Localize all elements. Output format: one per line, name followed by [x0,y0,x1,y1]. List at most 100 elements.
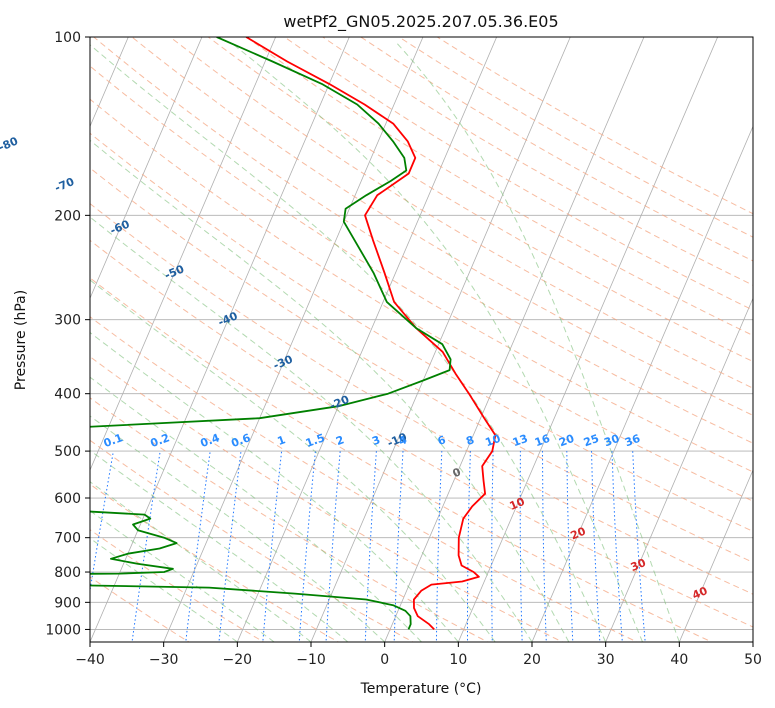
mixing-ratio-line [298,451,316,642]
mixing-ratio-line [519,451,523,642]
y-tick-label: 1000 [45,622,81,638]
chart-title: wetPf2_GN05.2025.207.05.36.E05 [283,12,558,32]
isotherm-lines [90,37,753,642]
x-tick-label: −10 [296,652,326,668]
mixing-ratio-label: 1 [276,433,288,448]
mixing-ratio-label: 25 [582,432,601,449]
y-axis-ticks: 100 200 300 400 500 600 700 800 900 1000 [45,30,90,638]
y-tick-label: 100 [54,30,81,46]
moist-adiabats [90,41,680,642]
isotherm-label: 30 [629,556,649,574]
isotherm-line [310,37,571,642]
dry-adiabat [90,277,713,642]
isotherm-label: 20 [569,524,589,542]
moist-adiabat [90,139,570,642]
mixing-ratio-label: 16 [533,432,552,450]
isotherm-line [457,37,719,642]
mixing-ratio-label: 1.5 [304,431,327,450]
isotherm-line [90,37,277,472]
mixing-ratio-label: 0.6 [229,431,252,450]
mixing-ratio-label: 36 [623,432,642,450]
x-tick-label: −40 [75,652,105,668]
dry-adiabat [90,239,753,628]
plot-frame [89,36,754,643]
moist-adiabat [90,510,275,642]
mixing-ratio-label: 3 [370,433,382,448]
x-tick-label: 0 [380,652,389,668]
mixing-ratio-line [393,451,404,642]
y-tick-label: 800 [54,565,81,581]
mixing-ratio-lines [90,451,646,642]
mixing-ratio-line [491,451,494,642]
dry-adiabat [90,356,564,642]
pressure-gridlines [90,37,753,630]
isotherm-line [90,37,203,300]
mixing-ratio-line [632,451,646,642]
dry-adiabat [90,529,265,642]
dry-adiabat [90,167,753,563]
isotherm-label: 10 [508,495,528,513]
x-axis-ticks: −40 −30 −20 −10 0 10 20 30 40 50 [75,642,762,668]
x-tick-label: 50 [744,652,762,668]
mixing-ratio-line [566,451,574,642]
x-tick-label: 10 [449,652,467,668]
mixing-ratio-label: 0.2 [149,431,172,450]
dry-adiabat [90,65,753,473]
isotherm-line [605,297,753,642]
mixing-ratio-label: 2 [334,433,346,448]
dry-adiabat [246,37,753,337]
mixing-ratio-line [364,451,377,642]
mixing-ratio-label: 13 [511,432,530,449]
moist-adiabat [90,279,496,642]
y-tick-label: 500 [54,444,81,460]
moist-adiabat [90,537,238,642]
moist-adiabat [90,44,607,642]
dry-adiabat [90,203,753,595]
moist-adiabat [395,41,680,642]
y-axis-label: Pressure (hPa) [13,290,29,390]
temperature-line [245,37,497,631]
mixing-ratio-label: 4 [397,433,409,448]
y-tick-label: 700 [54,531,81,547]
y-tick-label: 600 [54,491,81,507]
dewpoint-line [90,37,452,630]
moist-adiabat [90,331,459,642]
isotherm-line [236,37,498,642]
mixing-ratio-line [591,451,601,642]
dry-adiabat [90,132,753,532]
mixing-ratio-line [611,451,623,642]
dry-adiabat [90,483,340,642]
x-tick-label: 30 [597,652,615,668]
y-tick-label: 200 [54,208,81,224]
mixing-ratio-line [542,451,547,642]
mixing-ratio-label: 0.4 [199,431,222,450]
moist-adiabat [90,216,533,642]
dry-adiabat [207,37,753,363]
mixing-ratio-line [262,451,283,642]
mixing-ratio-label: 20 [557,432,576,450]
mixing-ratio-label: 10 [483,432,502,450]
isotherm-line [90,37,129,128]
mixing-ratio-label: 6 [436,433,448,448]
x-tick-label: 40 [670,652,688,668]
isotherm-line [90,37,350,642]
moist-adiabat [230,41,643,642]
x-tick-label: 20 [523,652,541,668]
profile-series [90,37,497,631]
dry-adiabat [322,37,753,286]
moist-adiabat [90,415,386,642]
y-tick-label: 900 [54,595,81,611]
dry-adiabat [93,37,753,444]
dry-adiabat [90,397,489,642]
x-tick-label: −30 [149,652,179,668]
dry-adiabat [90,316,639,642]
mixing-ratio-label: 8 [464,433,476,448]
mixing-ratio-label: 0.1 [102,431,125,450]
isotherm-line [163,37,424,642]
mixing-ratio-line [218,451,242,642]
isotherm-line [531,125,753,642]
y-tick-label: 300 [54,313,81,329]
mixing-ratio-line [325,451,341,642]
x-tick-label: −20 [223,652,253,668]
